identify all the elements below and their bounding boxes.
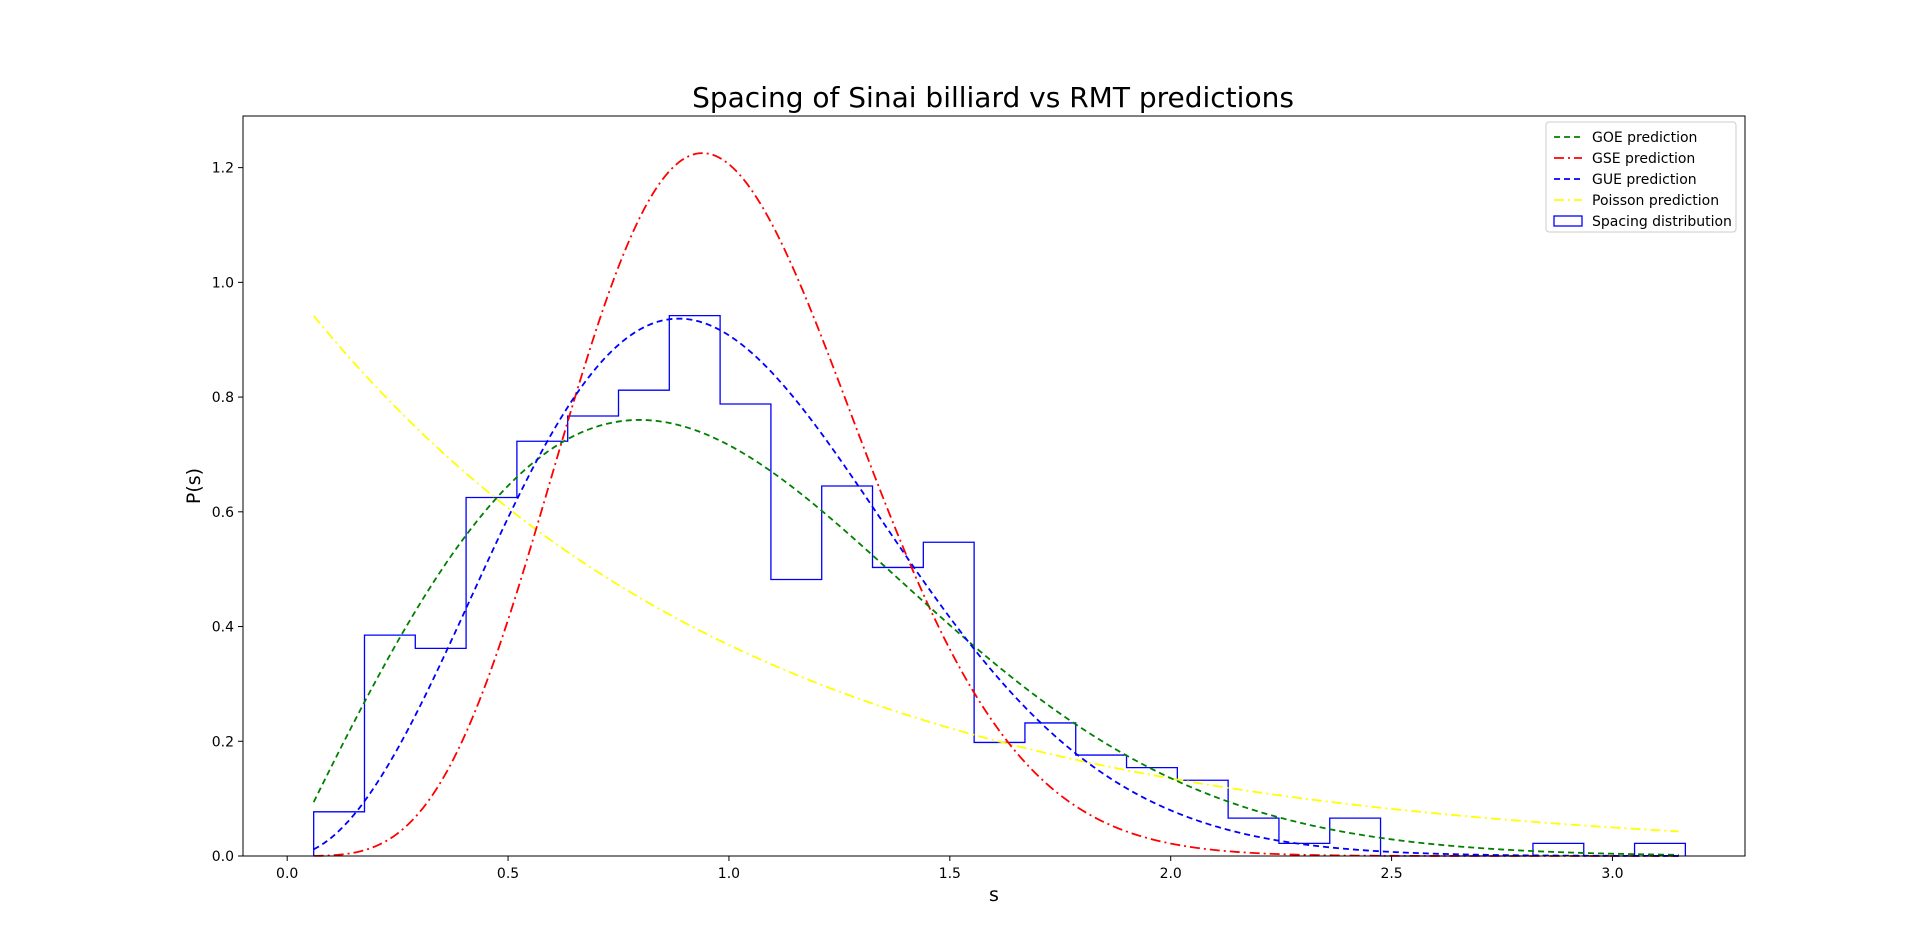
legend: GOE prediction GSE prediction GUE predicti…	[1545, 121, 1737, 233]
legend-box	[1545, 121, 1737, 233]
y-tick-label: 0.8	[212, 390, 234, 406]
series-line-gue	[313, 317, 1679, 857]
y-tick-label: 1.2	[212, 161, 234, 177]
y-tick-label: 0.0	[212, 849, 234, 865]
legend-entry: GUE prediction	[1592, 172, 1697, 188]
x-tick-label: 0.5	[497, 866, 519, 882]
x-tick-label: 1.5	[939, 866, 961, 882]
legend-swatch	[1553, 215, 1583, 227]
legend-entry: GSE prediction	[1592, 151, 1695, 167]
x-tick-label: 1.0	[718, 866, 740, 882]
x-tick-label: 2.0	[1160, 866, 1182, 882]
y-tick-label: 0.2	[212, 734, 234, 750]
axis-ticks: 0.0 0.5 1.0 1.5 2.0 2.5 3.0 0.0 0.2 0.4 0.6 0.8 1.0 1…	[212, 161, 1624, 882]
y-axis-label: P(s)	[183, 468, 205, 504]
chart-title: Spacing of Sinai billiard vs RMT predict…	[692, 81, 1294, 114]
x-tick-label: 3.0	[1601, 866, 1623, 882]
y-tick-label: 0.6	[212, 505, 234, 521]
series-line-poisson	[312, 315, 1679, 833]
curve-layer	[312, 152, 1679, 857]
legend-entry: Spacing distribution	[1592, 214, 1732, 230]
y-tick-label: 1.0	[212, 275, 234, 291]
y-tick-label: 0.4	[212, 620, 234, 636]
legend-entry: Poisson prediction	[1592, 193, 1719, 209]
legend-entry: GOE prediction	[1592, 130, 1697, 146]
x-tick-label: 0.0	[276, 866, 298, 882]
series-line-gse	[313, 152, 1679, 857]
x-axis-label: s	[989, 884, 999, 906]
plot-frame	[242, 115, 1746, 857]
x-tick-label: 2.5	[1380, 866, 1402, 882]
series-line-goe	[312, 419, 1679, 856]
